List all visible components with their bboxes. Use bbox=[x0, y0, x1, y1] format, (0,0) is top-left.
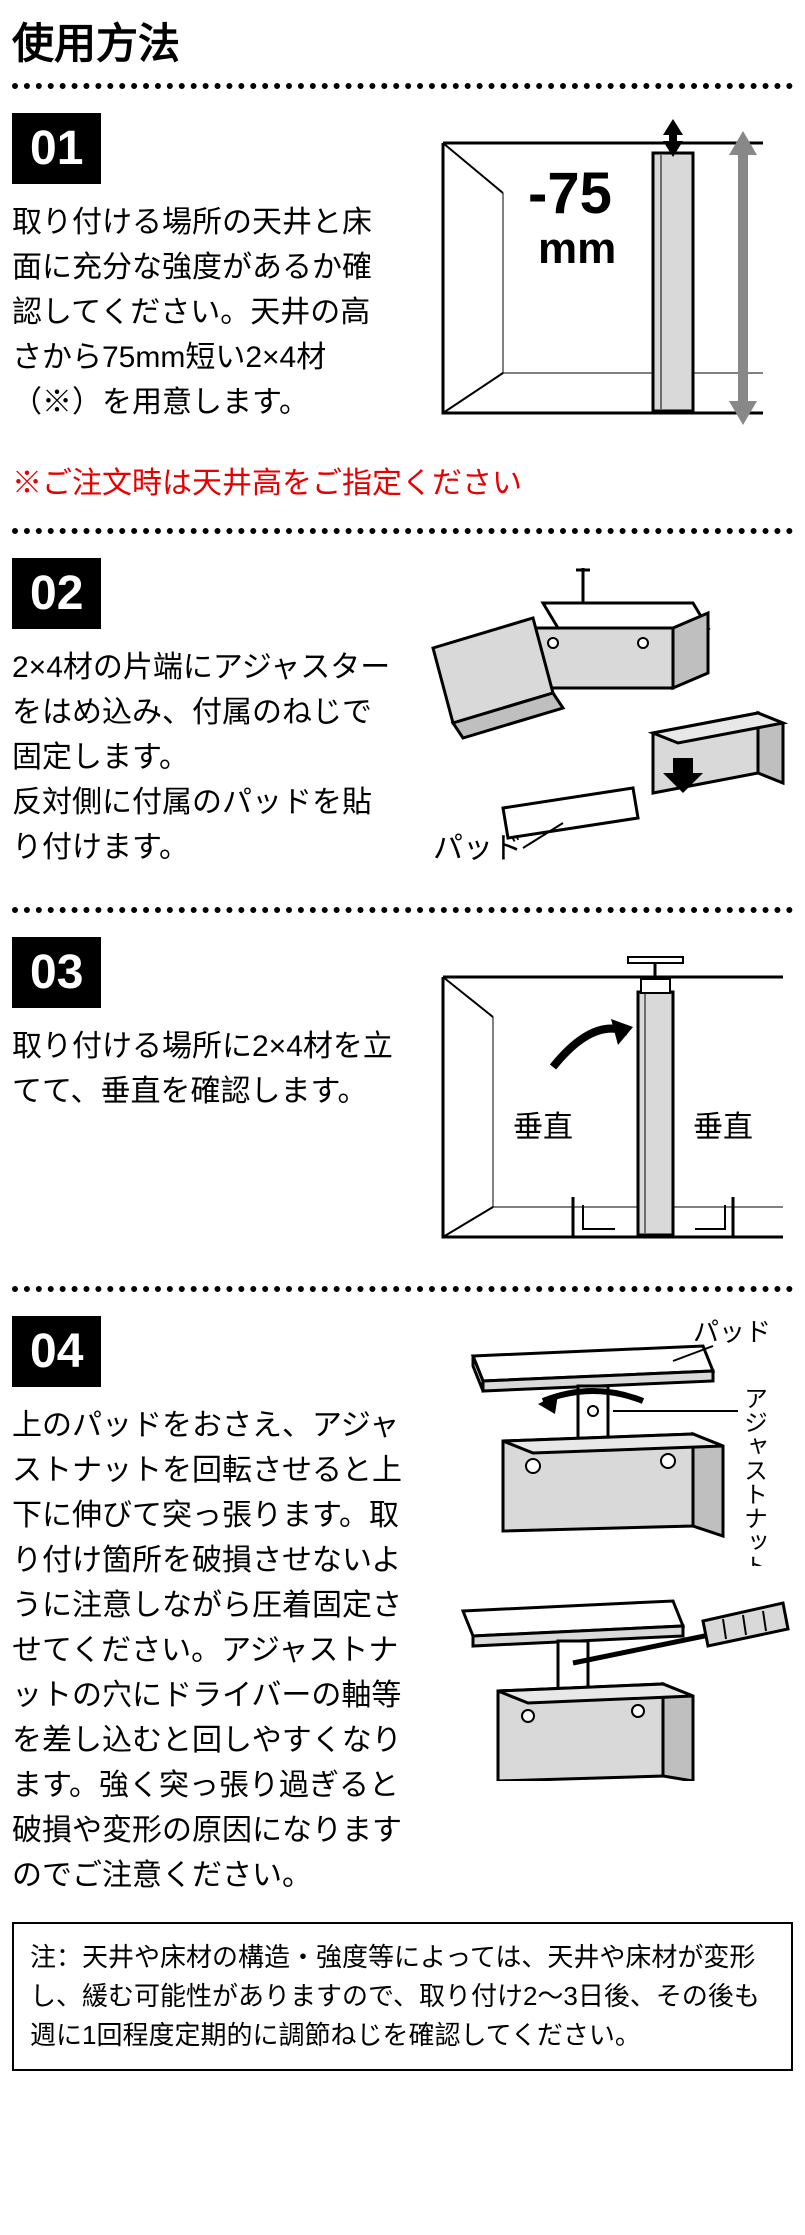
step-01: 01 取り付ける場所の天井と床面に充分な強度があるか確認してください。天井の高さ… bbox=[12, 101, 793, 450]
step-text: 取り付ける場所の天井と床面に充分な強度があるか確認してください。天井の高さから7… bbox=[12, 200, 393, 425]
label-vertical-right: 垂直 bbox=[693, 1111, 753, 1144]
label-mm: mm bbox=[538, 224, 616, 273]
step-text: 取り付ける場所に2×4材を立てて、垂直を確認します。 bbox=[12, 1024, 393, 1114]
label-adjust-nut: アジャストナット bbox=[740, 1386, 767, 1566]
label-vertical-left: 垂直 bbox=[513, 1111, 573, 1144]
step-text: 上のパッドをおさえ、アジャストナットを回転させると上下に伸びて突っ張ります。取り… bbox=[12, 1403, 423, 1898]
diagram-room-measurement: -75 mm bbox=[413, 113, 793, 433]
label-pad-top: パッド bbox=[693, 1317, 771, 1347]
divider bbox=[12, 907, 793, 913]
step-text: 2×4材の片端にアジャスターをはめ込み、付属のねじで固定します。 反対側に付属の… bbox=[12, 645, 393, 870]
step-04: 04 上のパッドをおさえ、アジャストナットを回転させると上下に伸びて突っ張ります… bbox=[12, 1304, 793, 1910]
step-number-badge: 01 bbox=[12, 113, 101, 184]
step-number-badge: 02 bbox=[12, 558, 101, 629]
warning-text: ※ご注文時は天井高をご指定ください bbox=[12, 450, 793, 516]
step-02: 02 2×4材の片端にアジャスターをはめ込み、付属のねじで固定します。 反対側に… bbox=[12, 546, 793, 895]
diagram-adjuster-assembly: パッド bbox=[413, 558, 793, 878]
diagram-screwdriver bbox=[443, 1581, 793, 1781]
label-pad: パッド bbox=[433, 832, 523, 865]
section-title: 使用方法 bbox=[12, 10, 793, 71]
divider bbox=[12, 83, 793, 89]
divider bbox=[12, 528, 793, 534]
step-number-badge: 04 bbox=[12, 1316, 101, 1387]
step-number-badge: 03 bbox=[12, 937, 101, 1008]
note-box: 注：天井や床材の構造・強度等によっては、天井や床材が変形し、緩む可能性があります… bbox=[12, 1922, 793, 2071]
diagram-adjust-nut-top: パッド アジャストナット bbox=[443, 1316, 793, 1566]
label-minus75: -75 bbox=[528, 161, 612, 226]
step-03: 03 取り付ける場所に2×4材を立てて、垂直を確認します。 bbox=[12, 925, 793, 1274]
diagram-vertical-check: 垂直 垂直 bbox=[413, 937, 793, 1257]
divider bbox=[12, 1286, 793, 1292]
